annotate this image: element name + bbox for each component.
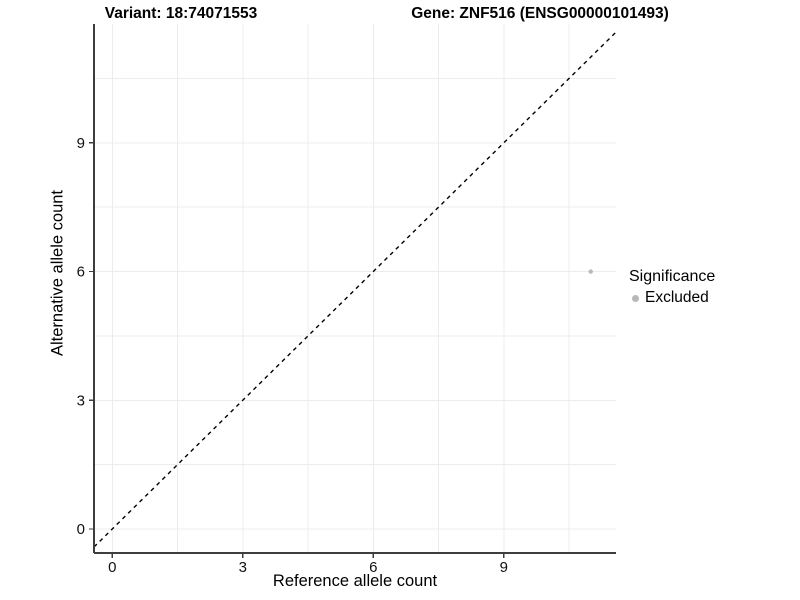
identity-reference-line [94, 31, 616, 548]
x-axis-title: Reference allele count [272, 572, 438, 590]
x-tick-label: 0 [108, 559, 116, 576]
legend-point-icon [632, 294, 639, 302]
y-tick-label: 0 [77, 521, 85, 538]
legend-item-excluded: Excluded [629, 289, 715, 307]
legend-title: Significance [629, 268, 716, 285]
x-tick-label: 6 [369, 559, 377, 576]
plot-title-gene: Gene: ZNF516 (ENSG00000101493) [411, 5, 669, 22]
y-axis-title: Alternative allele count [48, 189, 67, 357]
y-tick-label: 9 [77, 135, 85, 152]
plot-title-variant: Variant: 18:74071553 [104, 5, 258, 22]
y-tick-label: 6 [77, 264, 85, 281]
x-tick-label: 3 [239, 559, 247, 576]
legend: Significance Excluded [629, 268, 715, 307]
legend-item-label: Excluded [645, 289, 709, 306]
x-tick-label: 9 [500, 559, 508, 576]
data-point-excluded [588, 269, 593, 274]
y-tick-label: 3 [77, 392, 85, 409]
